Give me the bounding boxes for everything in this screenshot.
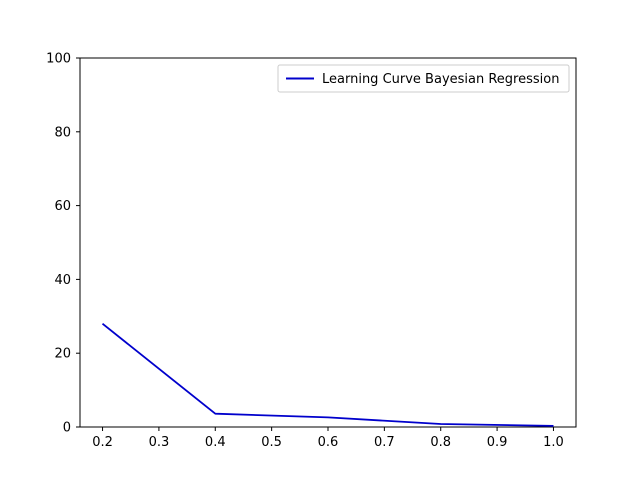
y-tick-label: 0: [63, 421, 71, 436]
x-tick-label: 0.8: [430, 435, 451, 450]
legend-label-learning-curve: Learning Curve Bayesian Regression: [322, 72, 559, 87]
series-layer: [101, 322, 554, 427]
y-tick-label: 100: [46, 52, 71, 67]
x-tick-label: 1.0: [543, 435, 564, 450]
legend: Learning Curve Bayesian Regression: [277, 64, 570, 93]
axes-frame: [79, 57, 577, 428]
x-tick-label: 0.5: [261, 435, 282, 450]
x-tick-label: 0.4: [205, 435, 226, 450]
legend-box: [277, 64, 570, 93]
y-tick-label: 80: [54, 125, 71, 140]
y-tick-label: 20: [54, 347, 71, 362]
plot-area: 0.2 0.3 0.4 0.5 0.6 0.7 0.8 0.9 1.0 0 20 40 60 80 100: [46, 52, 577, 450]
y-tick-label: 60: [54, 199, 71, 214]
x-axis: 0.2 0.3 0.4 0.5 0.6 0.7 0.8 0.9 1.0: [92, 427, 564, 450]
x-tick-label: 0.3: [149, 435, 170, 450]
y-tick-label: 40: [54, 273, 71, 288]
x-tick-label: 0.9: [487, 435, 508, 450]
x-tick-label: 0.7: [374, 435, 395, 450]
x-tick-label: 0.6: [318, 435, 339, 450]
y-axis: 0 20 40 60 80 100: [46, 52, 80, 436]
x-tick-label: 0.2: [92, 435, 113, 450]
